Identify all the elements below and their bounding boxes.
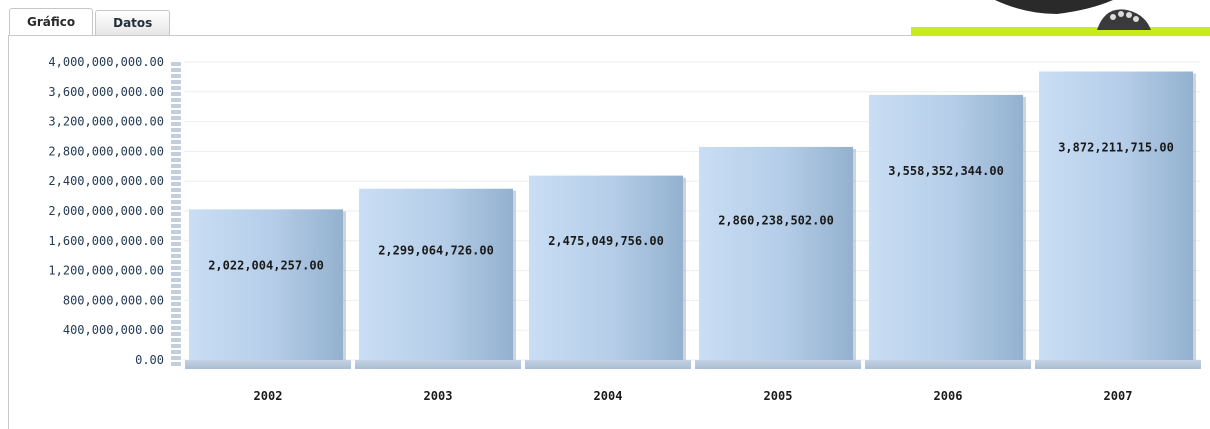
x-tick-label: 2005 (764, 389, 793, 403)
data-label: 2,860,238,502.00 (718, 214, 834, 228)
bar-2003 (359, 188, 513, 360)
x-axis: 2002 2003 2004 2005 2006 2007 (254, 389, 1133, 403)
bar-2005 (699, 146, 853, 360)
header-illustration (995, 0, 1151, 30)
x-tick-label: 2003 (424, 389, 453, 403)
axis-strip-segment (171, 170, 181, 174)
data-label: 2,475,049,756.00 (548, 234, 664, 248)
bar-2007 (1039, 71, 1193, 360)
axis-strip-segment (171, 146, 181, 150)
bar-2004 (529, 175, 683, 360)
axis-strip-segment (171, 98, 181, 102)
axis-strip-segment (171, 86, 181, 90)
axis-strip-segment (171, 122, 181, 126)
tab-divider (9, 35, 1210, 36)
axis-strip-segment (171, 182, 181, 186)
bar-base (525, 360, 691, 369)
axis-strip-segment (171, 266, 181, 270)
axis-strip-segment (171, 320, 181, 324)
axis-strip-segment (171, 338, 181, 342)
panel-border (8, 35, 9, 429)
axis-strip-segment (171, 110, 181, 114)
axis-strip-segment (171, 218, 181, 222)
y-tick-label: 1,600,000,000.00 (48, 234, 164, 248)
axis-strip-segment (171, 308, 181, 312)
axis-strip-segment (171, 212, 181, 216)
axis-strip-segment (171, 68, 181, 72)
axis-strip-segment (171, 230, 181, 234)
y-tick-label: 3,600,000,000.00 (48, 85, 164, 99)
axis-strip-segment (171, 272, 181, 276)
axis-strip-segment (171, 278, 181, 282)
axis-strip-segment (171, 302, 181, 306)
bar-base (355, 360, 521, 369)
axis-strip-segment (171, 356, 181, 360)
axis-strip-segment (171, 224, 181, 228)
y-tick-label: 2,800,000,000.00 (48, 144, 164, 158)
y-axis: 0.00 400,000,000.00 800,000,000.00 1,200,00… (48, 55, 181, 367)
y-tick-label: 4,000,000,000.00 (48, 55, 164, 69)
tab-grafico[interactable]: Gráfico (9, 8, 94, 35)
bar-base (1035, 360, 1201, 369)
bar-base (185, 360, 351, 369)
axis-strip-segment (171, 200, 181, 204)
axis-strip-segment (171, 284, 181, 288)
y-tick-label: 1,200,000,000.00 (48, 264, 164, 278)
axis-strip-segment (171, 134, 181, 138)
axis-strip-segment (171, 188, 181, 192)
axis-strip-segment (171, 314, 181, 318)
axis-strip-segment (171, 254, 181, 258)
axis-strip-segment (171, 290, 181, 294)
y-tick-label: 2,400,000,000.00 (48, 174, 164, 188)
axis-strip-segment (171, 242, 181, 246)
axis-strip-segment (171, 152, 181, 156)
y-tick-label: 400,000,000.00 (63, 323, 164, 337)
axis-strip-segment (171, 140, 181, 144)
axis-strip-segment (171, 128, 181, 132)
x-tick-label: 2007 (1104, 389, 1133, 403)
data-label: 3,872,211,715.00 (1058, 141, 1174, 155)
axis-strip-segment (171, 326, 181, 330)
axis-strip-segment (171, 236, 181, 240)
bar-2002 (189, 209, 343, 360)
axis-strip-segment (171, 74, 181, 78)
bars (185, 71, 1201, 369)
y-tick-label: 3,200,000,000.00 (48, 115, 164, 129)
axis-strip-segment (171, 296, 181, 300)
axis-strip-segment (171, 248, 181, 252)
axis-strip-segment (171, 116, 181, 120)
bar-base (865, 360, 1031, 369)
axis-strip-segment (171, 194, 181, 198)
axis-strip-segment (171, 206, 181, 210)
x-tick-label: 2004 (594, 389, 623, 403)
axis-strip-segment (171, 362, 181, 366)
axis-strip-segment (171, 80, 181, 84)
accent-bar (911, 27, 1210, 35)
axis-strip-segment (171, 164, 181, 168)
x-tick-label: 2006 (934, 389, 963, 403)
grid-lines (184, 61, 1200, 361)
tab-bar: Gráfico Datos (9, 8, 172, 35)
axis-strip-segment (171, 176, 181, 180)
axis-strip-segment (171, 92, 181, 96)
tab-datos[interactable]: Datos (95, 10, 171, 35)
bar-base (695, 360, 861, 369)
data-label: 3,558,352,344.00 (888, 164, 1004, 178)
axis-strip-segment (171, 344, 181, 348)
y-tick-label: 800,000,000.00 (63, 293, 164, 307)
y-tick-label: 0.00 (135, 353, 164, 367)
axis-strip-segment (171, 104, 181, 108)
axis-strip-segment (171, 350, 181, 354)
data-label: 2,022,004,257.00 (208, 259, 324, 273)
bar-2006 (869, 94, 1023, 361)
axis-strip-segment (171, 332, 181, 336)
axis-strip-segment (171, 158, 181, 162)
data-label: 2,299,064,726.00 (378, 244, 494, 258)
y-tick-label: 2,000,000,000.00 (48, 204, 164, 218)
x-tick-label: 2002 (254, 389, 283, 403)
axis-strip-segment (171, 260, 181, 264)
data-labels: 2,022,004,257.00 2,299,064,726.00 2,475,04… (208, 141, 1174, 273)
axis-strip-segment (171, 62, 181, 66)
